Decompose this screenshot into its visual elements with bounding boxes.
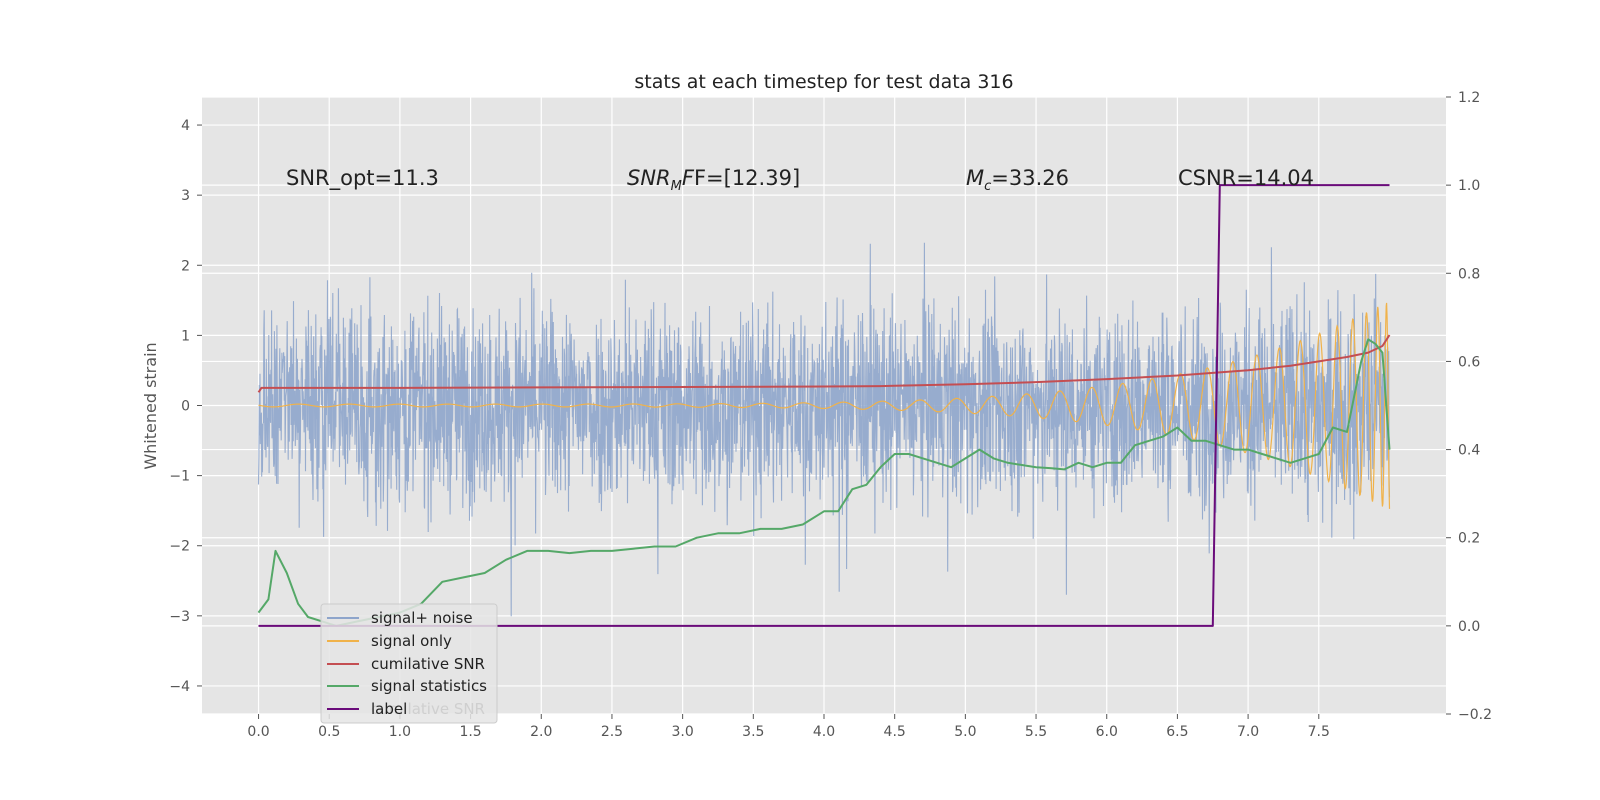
y-tick-label-2: 2 [181, 258, 190, 274]
series-signal-only [258, 302, 1391, 509]
annotation-mc-value: =33.26 [991, 166, 1069, 190]
y-axis-label: Whitened strain [141, 342, 160, 469]
line-signal-noise [257, 242, 1391, 617]
annotation-mc-sub: c [984, 179, 991, 194]
legend-box [320, 603, 498, 724]
y2-tick-label-0: 1.2 [1458, 90, 1480, 106]
legend-label-signal-noise: signal+ noise [371, 609, 473, 627]
y2-tick-label-7: −0.2 [1458, 707, 1492, 723]
annotation-snr-opt: SNR_opt=11.3 [286, 166, 439, 191]
annotation-snr-mf-sub: M [671, 179, 682, 194]
y-tick-label-8: −4 [169, 679, 190, 695]
y-tick-label-7: −3 [169, 609, 190, 625]
line-label [258, 184, 1390, 627]
annotation-snr-mf-value: F=[12.39] [694, 166, 800, 190]
x-tick-label-12: 6.0 [1096, 724, 1118, 740]
line-cumulative-snr [257, 334, 1391, 393]
y-tick-label-5: −1 [169, 469, 190, 485]
x-tick-label-3: 1.5 [459, 724, 481, 740]
annotation-snr-mf-f: F [682, 166, 695, 190]
y2-tick-label-2: 0.8 [1458, 266, 1480, 282]
annotation-snr-mf: SNRMFF=[12.39] [627, 166, 800, 194]
line-signal-statistics [257, 338, 1391, 627]
series-signal-noise [257, 242, 1391, 617]
x-tick-label-4: 2.0 [530, 724, 552, 740]
y2-tick-label-4: 0.4 [1458, 443, 1480, 459]
legend-label-signal-statistics: signal statistics [371, 677, 487, 695]
legend-label-label: label [371, 700, 407, 718]
x-tick-label-14: 7.0 [1237, 724, 1259, 740]
line-signal-only [258, 302, 1391, 509]
legend-label-cumulative-snr: cumilative SNR [371, 655, 485, 673]
y-tick-label-6: −2 [169, 539, 190, 555]
legend: cumilative SNR signal+ noise signal only… [320, 603, 498, 724]
x-tick-label-1: 0.5 [318, 724, 340, 740]
x-tick-label-0: 0.0 [247, 724, 269, 740]
y2-tick-label-3: 0.6 [1458, 354, 1480, 370]
x-tick-label-6: 3.0 [672, 724, 694, 740]
x-tick-label-10: 5.0 [954, 724, 976, 740]
right-axis-series [257, 184, 1391, 627]
legend-ghost-text: cumilative SNR [371, 700, 485, 718]
annotation-mc-main: M [966, 166, 984, 190]
y-tick-label-3: 1 [181, 328, 190, 344]
x-tick-label-7: 3.5 [742, 724, 764, 740]
x-tick-label-13: 6.5 [1166, 724, 1188, 740]
x-tick-label-9: 4.5 [884, 724, 906, 740]
x-tick-label-5: 2.5 [601, 724, 623, 740]
y-tick-label-0: 4 [181, 118, 190, 134]
annotation-mc: Mc=33.26 [966, 166, 1069, 194]
annotation-snr-mf-main: SNR [627, 166, 671, 190]
x-tick-label-15: 7.5 [1308, 724, 1330, 740]
x-tick-label-11: 5.5 [1025, 724, 1047, 740]
y2-tick-label-5: 0.2 [1458, 531, 1480, 547]
y-tick-label-4: 0 [181, 399, 190, 415]
chart-title: stats at each timestep for test data 316 [634, 71, 1013, 93]
x-tick-label-8: 4.0 [813, 724, 835, 740]
plot-series [257, 184, 1391, 627]
axis-ticks: 0.0 0.5 1.0 1.5 2.0 2.5 3.0 3.5 4.0 4.5 5.0 5.5 6.0 6… [169, 90, 1492, 740]
y2-tick-label-6: 0.0 [1458, 619, 1480, 635]
y-tick-label-1: 3 [181, 188, 190, 204]
y2-tick-label-1: 1.0 [1458, 178, 1480, 194]
legend-label-signal-only: signal only [371, 632, 452, 650]
x-tick-label-2: 1.0 [389, 724, 411, 740]
annotation-csnr: CSNR=14.04 [1178, 166, 1314, 190]
